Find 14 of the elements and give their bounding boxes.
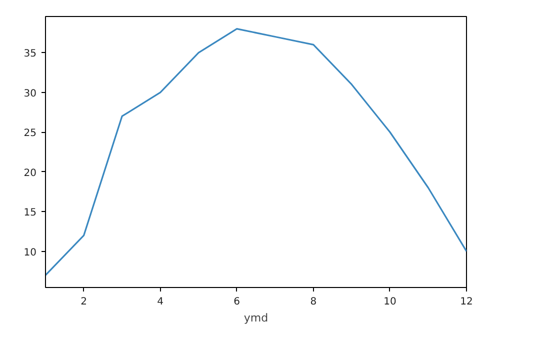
y-tick-label: 10 (24, 247, 37, 258)
x-tick-label: 6 (234, 296, 240, 308)
y-tick-label: 25 (24, 128, 37, 140)
y-tick-label: 35 (24, 48, 37, 60)
x-tick-label: 8 (310, 296, 317, 308)
x-tick-label: 2 (80, 296, 87, 308)
y-tick-label: 15 (24, 208, 37, 219)
line-series (46, 28, 466, 276)
x-axis-title: ymd (244, 312, 268, 324)
x-tick-label: 12 (460, 296, 473, 308)
x-tick-label: 4 (157, 296, 164, 308)
y-tick-label: 20 (24, 168, 37, 179)
y-tick-label: 30 (24, 88, 37, 100)
x-tick-label: 10 (384, 296, 396, 308)
